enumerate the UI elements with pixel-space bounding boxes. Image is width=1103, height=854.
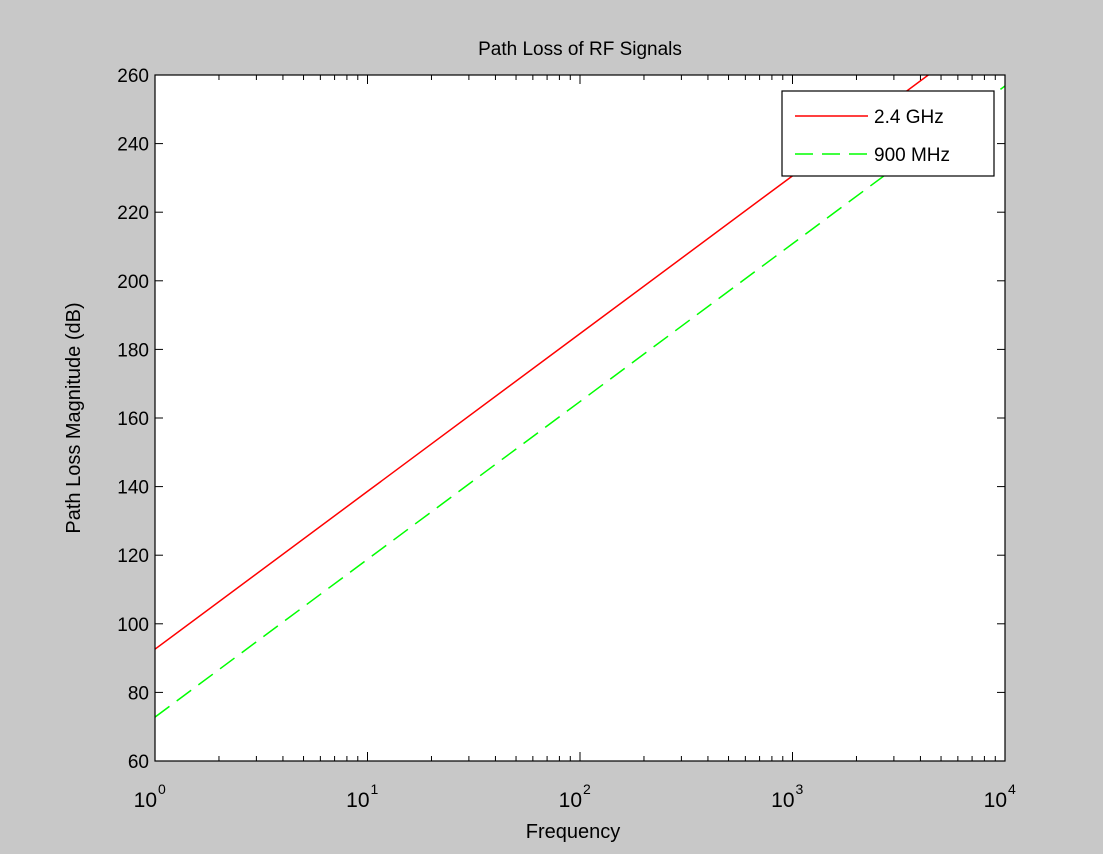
x-tick-label: 10 1 — [346, 781, 378, 812]
legend-label-2-4ghz: 2.4 GHz — [874, 107, 944, 128]
y-tick-label: 240 — [117, 135, 149, 156]
x-tick-label-exponent: 4 — [1008, 781, 1016, 797]
axes-background — [155, 75, 1005, 761]
x-tick-label: 10 2 — [559, 781, 591, 812]
axes-frame — [154, 74, 1006, 762]
x-tick-label-base: 10 — [984, 789, 1007, 812]
y-tick-label: 120 — [117, 546, 149, 567]
y-tick-label: 60 — [128, 752, 149, 773]
y-tick-label: 200 — [117, 272, 149, 293]
x-tick-label: 10 0 — [134, 781, 166, 812]
y-tick-label: 140 — [117, 478, 149, 499]
x-tick-label-base: 10 — [346, 789, 369, 812]
y-tick-label: 80 — [128, 683, 149, 704]
series-line-1 — [155, 85, 1005, 718]
y-tick-label: 100 — [117, 615, 149, 636]
y-axis-label: Path Loss Magnitude (dB) — [63, 302, 85, 533]
x-tick-label-base: 10 — [771, 789, 794, 812]
x-axis-label: Frequency — [526, 821, 621, 843]
y-tick-label: 220 — [117, 203, 149, 224]
y-tick-label: 160 — [117, 409, 149, 430]
legend: 2.4 GHz 900 MHz — [781, 90, 995, 177]
x-tick-label: 10 4 — [984, 781, 1016, 812]
x-tick-label-exponent: 0 — [158, 781, 166, 797]
y-tick-label: 180 — [117, 340, 149, 361]
x-tick-label-base: 10 — [559, 789, 582, 812]
x-tick-label-exponent: 2 — [583, 781, 591, 797]
x-tick-label-base: 10 — [134, 789, 157, 812]
legend-label-900mhz: 900 MHz — [874, 145, 950, 166]
y-tick-label: 260 — [117, 66, 149, 87]
x-tick-label-exponent: 3 — [796, 781, 804, 797]
legend-box — [781, 90, 995, 177]
x-tick-label: 10 3 — [771, 781, 803, 812]
x-tick-label-exponent: 1 — [371, 781, 379, 797]
chart-title: Path Loss of RF Signals — [478, 39, 682, 60]
